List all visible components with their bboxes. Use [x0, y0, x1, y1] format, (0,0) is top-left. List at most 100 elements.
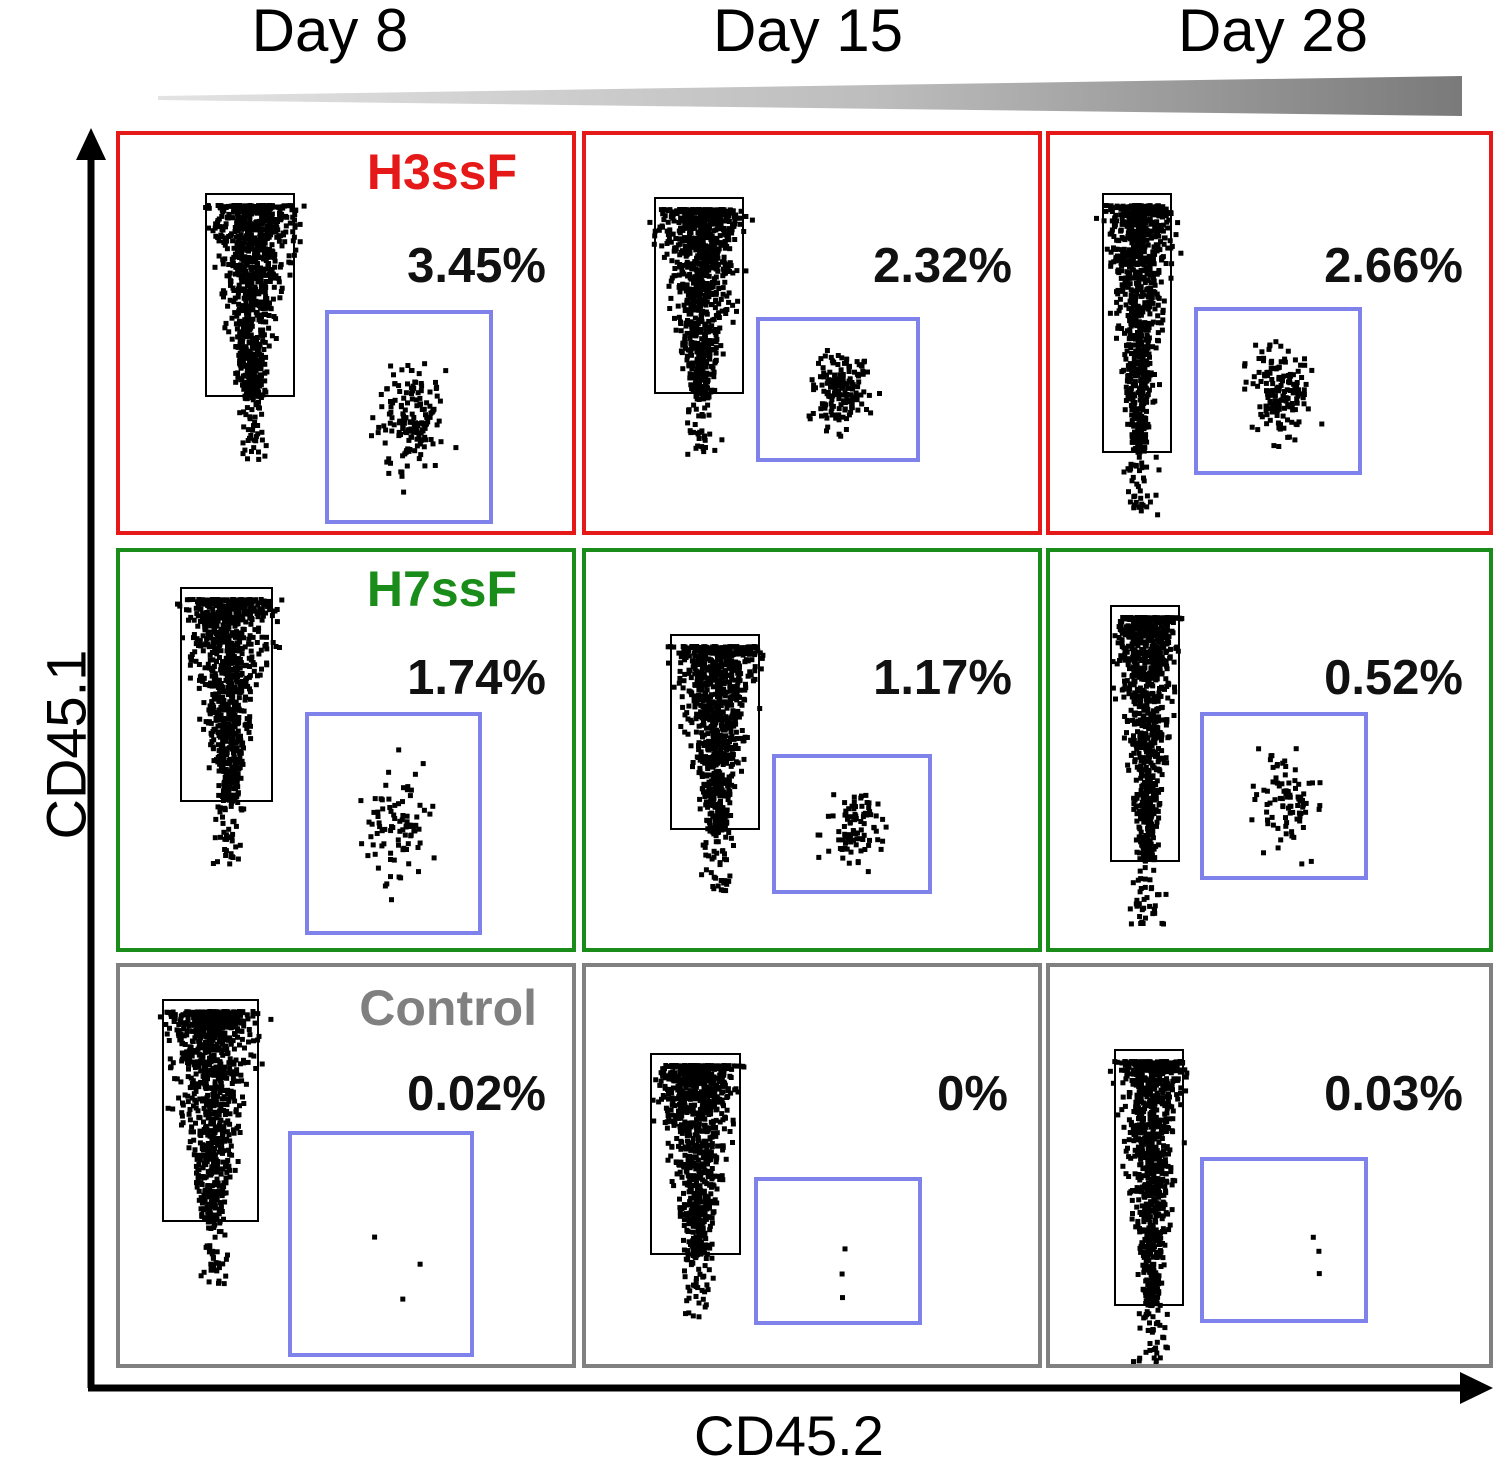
event-dot	[228, 282, 233, 288]
event-dot	[213, 816, 219, 822]
event-dot	[223, 721, 229, 727]
event-dot	[244, 321, 250, 327]
event-dot	[1129, 318, 1135, 324]
event-dot	[240, 382, 245, 388]
event-dot	[693, 215, 699, 221]
event-dot	[687, 295, 693, 301]
event-dot	[1287, 388, 1293, 393]
event-dot	[229, 741, 235, 747]
event-dot	[252, 345, 258, 351]
event-dot	[834, 377, 840, 383]
event-dot	[255, 423, 261, 428]
event-dot	[713, 290, 719, 295]
event-dot	[400, 847, 406, 853]
event-dot	[406, 427, 411, 433]
event-dot	[672, 266, 678, 271]
event-dot	[682, 225, 688, 231]
event-dot	[1132, 234, 1138, 240]
event-dot	[414, 443, 420, 449]
event-dot	[222, 325, 228, 331]
event-dot	[1139, 501, 1145, 507]
event-dot	[283, 229, 289, 235]
event-dot	[220, 684, 226, 690]
event-dot	[688, 302, 694, 308]
event-dot	[1283, 398, 1289, 404]
event-dot	[197, 677, 202, 683]
event-dot	[1111, 234, 1117, 239]
event-dot	[249, 344, 255, 350]
event-dot	[704, 370, 710, 376]
event-dot	[247, 307, 253, 313]
event-dot	[249, 206, 255, 212]
event-dot	[268, 223, 274, 229]
event-dot	[375, 809, 381, 815]
event-dot	[1122, 281, 1128, 287]
event-dot	[697, 208, 703, 214]
event-dot	[248, 264, 254, 270]
event-dot	[293, 247, 299, 253]
event-dot	[1129, 418, 1135, 424]
event-dot	[1145, 277, 1151, 283]
event-dot	[258, 231, 264, 237]
event-dot	[252, 247, 258, 253]
event-dot	[1117, 304, 1123, 310]
event-dot	[712, 212, 718, 217]
event-dot	[726, 263, 732, 269]
event-dot	[1284, 387, 1290, 393]
event-dot	[259, 221, 265, 227]
event-dot	[1130, 370, 1136, 376]
event-dot	[223, 707, 229, 713]
event-dot	[392, 381, 398, 387]
event-dot	[694, 678, 700, 684]
event-dot	[1303, 381, 1309, 387]
event-dot	[293, 207, 299, 213]
event-dot	[1116, 257, 1122, 263]
event-dot	[266, 234, 272, 240]
event-dot	[252, 252, 257, 258]
event-dot	[1101, 218, 1107, 224]
event-dot	[1123, 209, 1128, 215]
event-dot	[418, 381, 424, 386]
event-dot	[400, 425, 406, 431]
event-dot	[434, 422, 440, 428]
event-dot	[726, 237, 732, 243]
event-dot	[211, 619, 217, 625]
event-dot	[688, 332, 694, 338]
event-dot	[417, 840, 423, 846]
event-dot	[1161, 241, 1167, 247]
event-dot	[692, 260, 697, 266]
event-dot	[698, 352, 704, 358]
event-dot	[225, 673, 230, 679]
event-dot	[438, 439, 444, 445]
event-dot	[395, 837, 401, 843]
event-dot	[688, 220, 694, 226]
event-dot	[706, 254, 712, 260]
event-dot	[265, 210, 270, 216]
event-dot	[220, 820, 226, 826]
event-dot	[246, 636, 252, 642]
event-dot	[251, 371, 257, 377]
event-dot	[262, 227, 268, 233]
event-dot	[210, 611, 216, 617]
event-dot	[404, 448, 410, 454]
event-dot	[267, 607, 273, 613]
event-dot	[211, 627, 217, 633]
event-dot	[1155, 337, 1160, 343]
event-dot	[1256, 356, 1262, 361]
event-dot	[231, 288, 237, 293]
event-dot	[734, 308, 739, 314]
event-dot	[691, 650, 697, 656]
event-dot	[224, 772, 230, 778]
event-dot	[236, 205, 242, 211]
event-dot	[222, 597, 228, 603]
event-dot	[221, 240, 227, 245]
event-dot	[844, 381, 850, 387]
event-dot	[381, 841, 387, 847]
event-dot	[1142, 280, 1148, 286]
event-dot	[689, 340, 695, 345]
event-dot	[1266, 346, 1272, 352]
event-dot	[836, 396, 842, 402]
event-dot	[723, 714, 729, 720]
event-dot	[1119, 268, 1125, 274]
event-dot	[221, 780, 227, 786]
